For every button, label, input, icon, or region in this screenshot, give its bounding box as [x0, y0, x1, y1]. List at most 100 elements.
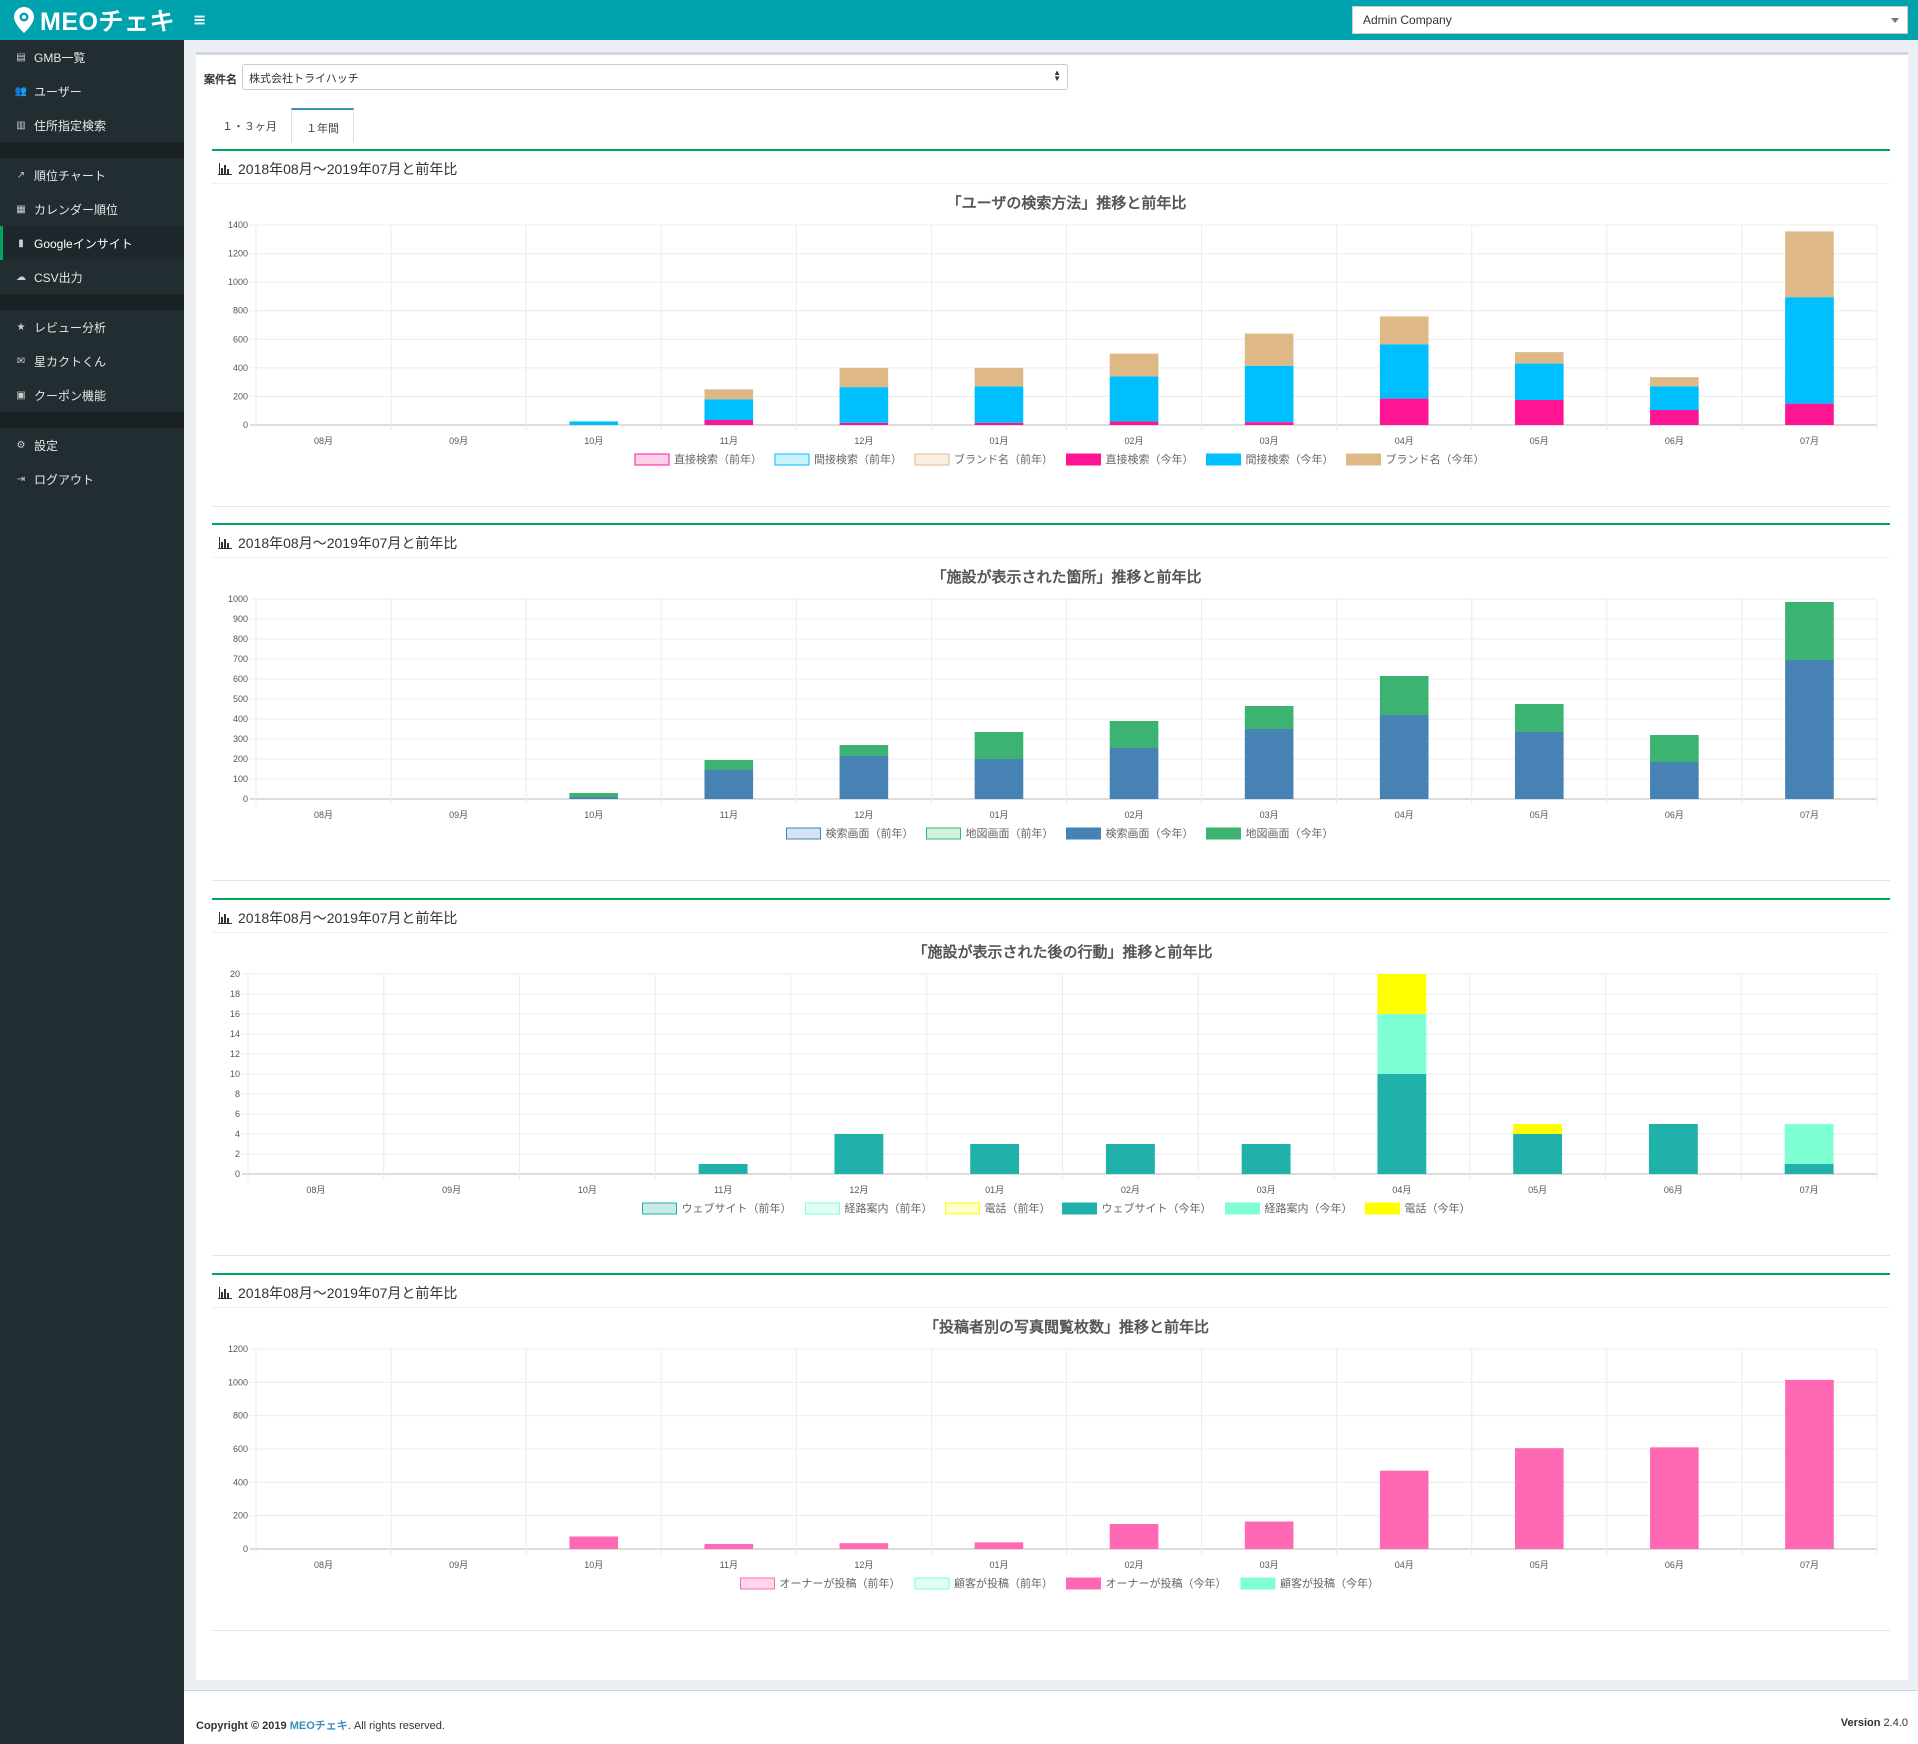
legend-label[interactable]: 検索画面（前年）: [826, 826, 914, 840]
bar-segment[interactable]: [704, 760, 754, 770]
bar-segment[interactable]: [1785, 297, 1834, 404]
bar-segment[interactable]: [1513, 1134, 1563, 1174]
bar-segment[interactable]: [1379, 1470, 1429, 1549]
bar-segment[interactable]: [1650, 1447, 1699, 1549]
tab-period-1[interactable]: １年間: [291, 108, 354, 142]
legend-label[interactable]: 間接検索（今年）: [1246, 452, 1334, 466]
sidebar-item-cloud-download[interactable]: ☁ CSV出力: [0, 260, 184, 294]
legend-label[interactable]: オーナーが投稿（前年）: [780, 1576, 901, 1590]
sidebar-item-star[interactable]: ★ レビュー分析: [0, 310, 184, 344]
bar-segment[interactable]: [1109, 748, 1159, 799]
legend-swatch[interactable]: [1062, 1202, 1097, 1215]
bar-segment[interactable]: [1650, 386, 1699, 410]
legend-label[interactable]: オーナーが投稿（今年）: [1106, 1576, 1227, 1590]
sidebar-item-map[interactable]: ▥ 住所指定検索: [0, 108, 184, 142]
legend-label[interactable]: 地図画面（今年）: [1246, 826, 1334, 840]
bar-segment[interactable]: [970, 1144, 1020, 1174]
bar-segment[interactable]: [1109, 1524, 1159, 1549]
legend-label[interactable]: 顧客が投稿（前年）: [954, 1576, 1053, 1590]
bar-segment[interactable]: [1514, 363, 1564, 400]
bar-segment[interactable]: [1650, 735, 1699, 762]
bar-segment[interactable]: [569, 421, 619, 425]
app-logo[interactable]: MEOチェキ: [0, 0, 184, 40]
legend-swatch[interactable]: [1066, 453, 1101, 466]
bar-segment[interactable]: [834, 1134, 884, 1174]
bar-segment[interactable]: [1244, 706, 1294, 729]
bar-segment[interactable]: [1514, 704, 1564, 732]
bar-segment[interactable]: [839, 745, 889, 756]
sidebar-item-sign-out[interactable]: ⇥ ログアウト: [0, 462, 184, 496]
legend-label[interactable]: 経路案内（前年）: [845, 1201, 933, 1215]
bar-segment[interactable]: [569, 797, 619, 799]
bar-segment[interactable]: [1514, 352, 1564, 364]
sidebar-item-envelope[interactable]: ✉ 星カクトくん: [0, 344, 184, 378]
legend-label[interactable]: ウェブサイト（前年）: [682, 1201, 792, 1215]
legend-swatch[interactable]: [1206, 453, 1241, 466]
bar-segment[interactable]: [974, 386, 1024, 423]
case-name-select[interactable]: 株式会社トライハッチ ▲ ▼: [242, 64, 1068, 90]
sidebar-item-line-chart[interactable]: ↗ 順位チャート: [0, 158, 184, 192]
bar-segment[interactable]: [1377, 1074, 1427, 1174]
bar-segment[interactable]: [1513, 1124, 1563, 1134]
legend-swatch[interactable]: [774, 453, 810, 466]
bar-segment[interactable]: [1785, 1379, 1834, 1549]
legend-label[interactable]: 顧客が投稿（今年）: [1280, 1576, 1379, 1590]
bar-segment[interactable]: [974, 422, 1024, 425]
bar-segment[interactable]: [1648, 1124, 1698, 1174]
bar-segment[interactable]: [704, 1544, 754, 1549]
bar-segment[interactable]: [974, 367, 1024, 387]
bar-segment[interactable]: [839, 367, 889, 388]
bar-segment[interactable]: [1377, 1014, 1427, 1074]
bar-segment[interactable]: [1784, 1164, 1834, 1174]
bar-segment[interactable]: [974, 759, 1024, 799]
bar-segment[interactable]: [1379, 398, 1429, 425]
bar-segment[interactable]: [704, 420, 754, 425]
bar-segment[interactable]: [1785, 231, 1834, 298]
bar-segment[interactable]: [1244, 365, 1294, 423]
bar-segment[interactable]: [704, 389, 754, 400]
bar-segment[interactable]: [839, 422, 889, 425]
legend-swatch[interactable]: [926, 827, 961, 840]
bar-segment[interactable]: [1379, 316, 1429, 345]
legend-swatch[interactable]: [786, 827, 821, 840]
bar-segment[interactable]: [1514, 400, 1564, 425]
bar-segment[interactable]: [1650, 762, 1699, 799]
bar-segment[interactable]: [1379, 344, 1429, 399]
bar-segment[interactable]: [839, 1543, 889, 1549]
bar-segment[interactable]: [974, 1542, 1024, 1549]
sidebar-item-users[interactable]: 👥 ユーザー: [0, 74, 184, 108]
legend-swatch[interactable]: [642, 1202, 677, 1215]
legend-label[interactable]: 検索画面（今年）: [1106, 826, 1194, 840]
legend-swatch[interactable]: [740, 1577, 775, 1590]
bar-segment[interactable]: [1379, 676, 1429, 715]
legend-swatch[interactable]: [1240, 1577, 1276, 1590]
legend-label[interactable]: 電話（今年）: [1405, 1201, 1471, 1215]
bar-segment[interactable]: [1241, 1144, 1291, 1174]
bar-segment[interactable]: [1244, 422, 1294, 425]
legend-swatch[interactable]: [634, 453, 670, 466]
bar-segment[interactable]: [704, 399, 754, 420]
legend-swatch[interactable]: [1365, 1202, 1400, 1215]
legend-swatch[interactable]: [914, 1577, 950, 1590]
sidebar-item-bar-chart[interactable]: ▮ Googleインサイト: [0, 226, 184, 260]
bar-segment[interactable]: [1785, 403, 1834, 425]
bar-segment[interactable]: [1105, 1144, 1155, 1174]
legend-swatch[interactable]: [1225, 1202, 1260, 1215]
bar-segment[interactable]: [1109, 721, 1159, 748]
bar-segment[interactable]: [569, 1536, 619, 1550]
legend-swatch[interactable]: [1206, 827, 1241, 840]
legend-swatch[interactable]: [1066, 1577, 1101, 1590]
sidebar-item-database[interactable]: ▤ GMB一覧: [0, 40, 184, 74]
bar-segment[interactable]: [569, 793, 619, 797]
bar-segment[interactable]: [1785, 602, 1834, 660]
legend-label[interactable]: 直接検索（今年）: [1106, 452, 1194, 466]
legend-swatch[interactable]: [945, 1202, 980, 1215]
legend-swatch[interactable]: [1346, 453, 1381, 466]
bar-segment[interactable]: [1109, 376, 1159, 422]
bar-segment[interactable]: [704, 770, 754, 799]
bar-segment[interactable]: [839, 756, 889, 799]
legend-swatch[interactable]: [914, 453, 950, 466]
sidebar-item-gear[interactable]: ⚙ 設定: [0, 428, 184, 462]
sidebar-toggle-icon[interactable]: ≡: [193, 10, 207, 29]
bar-segment[interactable]: [1650, 410, 1699, 425]
